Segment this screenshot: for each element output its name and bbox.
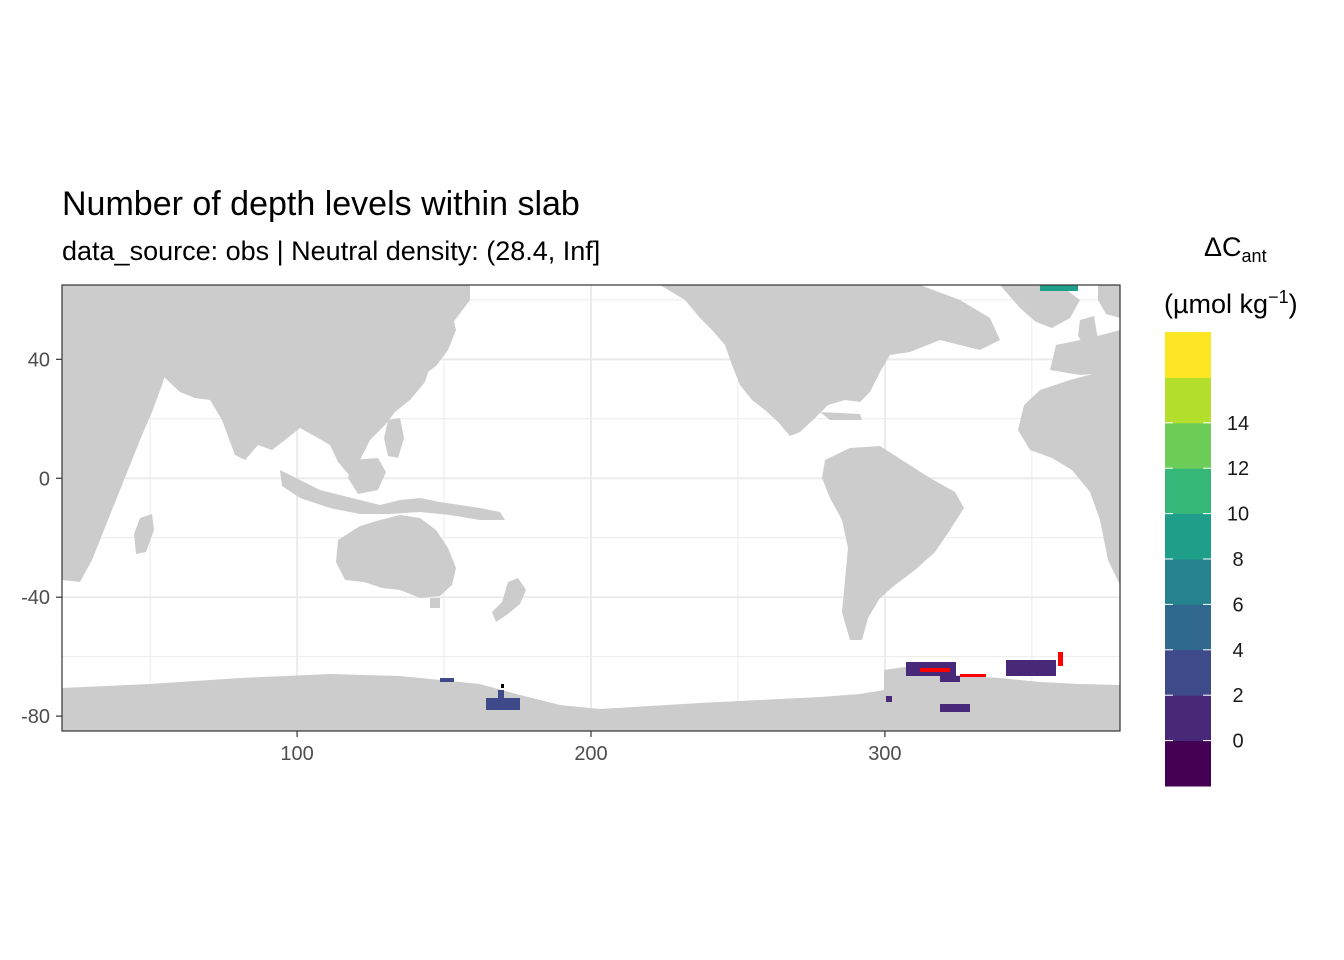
philippines-landmass [384,418,404,458]
cell-pacific-edge [440,678,454,682]
legend-label: 0 [1232,731,1243,753]
south-america-landmass [822,446,964,640]
cell-ross-outlier [501,684,504,688]
north-america-landmass [660,285,1000,436]
cell-greenland-sea [1040,285,1078,291]
west-africa-landmass [1018,368,1120,585]
legend-bin [1165,559,1211,605]
legend-bin [1165,468,1211,515]
legend-labels: 0 2 4 6 8 10 12 14 [1165,413,1249,753]
new-zealand-landmass [492,578,526,622]
legend-title-main: ΔC [1204,232,1242,262]
indonesia-landmass [280,470,505,520]
legend-title: ΔCant [1204,230,1267,273]
legend-unit-close: ) [1288,289,1298,319]
y-axis: 40 0 -40 -80 [21,349,62,728]
legend-colorbar [1165,332,1211,787]
cell-ross-sea-small [498,690,504,698]
legend-label: 10 [1227,504,1249,526]
legend-bin [1165,695,1211,742]
antarctica-landmass [62,667,1120,731]
legend-unit-open: (µmol kg [1164,289,1269,319]
y-tick-label: -40 [21,587,50,609]
y-tick-label: -80 [21,706,50,728]
legend-unit-sup: −1 [1268,287,1289,307]
cell-outlier-3 [1058,652,1063,666]
land-mask [62,285,1120,731]
cell-weddell-west-2 [940,676,960,682]
greenland-landmass [1000,285,1080,328]
cell-weddell-shelf-2 [886,696,892,702]
legend-label: 6 [1232,594,1243,616]
legend-bin [1165,513,1211,560]
legend-label: 4 [1232,640,1243,662]
legend-label: 12 [1227,458,1249,480]
cell-weddell-shelf [940,704,970,712]
y-tick-label: 0 [39,468,50,490]
borneo-landmass [348,458,386,494]
legend-title-sub: ant [1241,246,1267,266]
iceland-landmass [1045,298,1074,312]
data-cells [440,285,1078,712]
chart-title: Number of depth levels within slab [62,185,580,223]
australia-landmass [336,515,456,598]
x-tick-label: 200 [574,743,607,765]
iberia-landmass [1050,330,1120,375]
tasmania-landmass [430,598,440,608]
y-tick-label: 40 [28,349,50,371]
madagascar-landmass [134,514,154,554]
legend-bin [1165,422,1211,469]
map-panel [61,284,1121,732]
cell-outlier-1 [920,668,950,672]
cuba-landmass [820,412,862,420]
eurasia-landmass [148,285,470,476]
legend-bin [1165,649,1211,696]
legend-label: 2 [1232,685,1243,707]
scandinavia-landmass [1098,285,1120,318]
japan-landmass [424,312,456,372]
legend-unit: (µmol kg−1) [1164,280,1298,321]
legend-bin [1165,740,1211,787]
legend-bin [1165,604,1211,651]
cell-weddell-east [1006,660,1056,676]
chart-subtitle: data_source: obs | Neutral density: (28.… [62,236,601,266]
legend-bin [1165,377,1211,424]
africa-landmass [62,285,180,582]
cell-ross-sea [486,698,520,710]
x-axis: 100 200 300 [280,731,902,765]
legend-label: 14 [1227,413,1249,435]
x-tick-label: 100 [280,743,313,765]
legend-label: 8 [1232,549,1243,571]
cell-outlier-2 [960,674,986,677]
legend-bin [1165,332,1211,378]
x-tick-label: 300 [868,743,901,765]
